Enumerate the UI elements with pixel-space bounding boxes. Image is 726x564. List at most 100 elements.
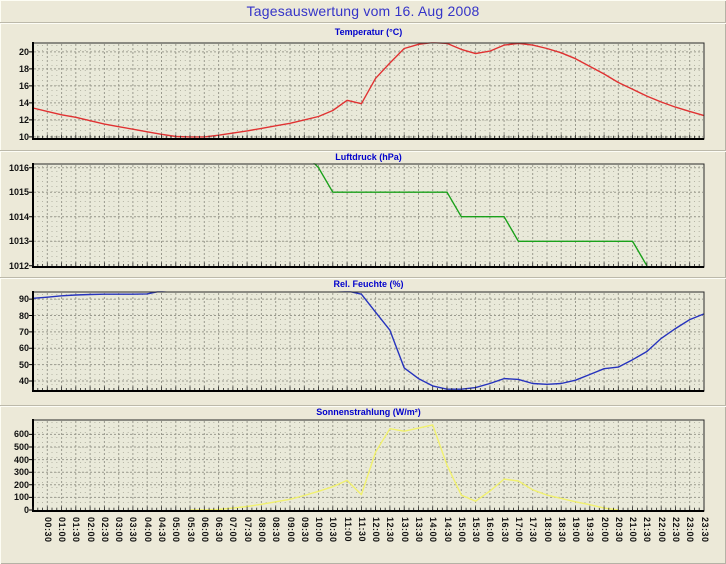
x-tick-label: 10:00 — [314, 517, 324, 543]
y-tick-marks — [29, 51, 32, 138]
major-vertical-grid — [46, 421, 691, 510]
y-tick-label: 1014 — [8, 211, 29, 222]
y-tick-marks — [29, 433, 32, 511]
x-tick-label: 23:00 — [685, 517, 696, 543]
x-tick-label: 19:00 — [571, 517, 581, 543]
x-tick-label: 09:30 — [299, 517, 310, 543]
x-tick-label: 06:30 — [214, 517, 225, 543]
x-tick-label: 04:00 — [142, 517, 153, 543]
x-tick-label: 10:30 — [328, 517, 339, 543]
y-tick-label: 500 — [13, 442, 29, 452]
plot-area-radiation — [33, 420, 704, 511]
x-tick-label: 03:30 — [128, 517, 139, 543]
x-tick-label: 14:30 — [442, 517, 453, 543]
y-tick-label: 50 — [18, 359, 29, 370]
x-tick-label: 11:00 — [342, 517, 353, 543]
x-tick-label: 03:00 — [114, 517, 125, 543]
x-tick-label: 04:30 — [157, 517, 167, 543]
y-tick-label: 12 — [18, 114, 29, 125]
y-tick-label: 600 — [13, 429, 29, 440]
x-tick-label: 08:30 — [271, 517, 282, 543]
x-tick-label: 18:00 — [542, 517, 553, 543]
x-tick-label: 19:30 — [585, 517, 596, 543]
chart-title-pressure: Luftdruck (hPa) — [335, 152, 402, 162]
x-tick-label: 13:30 — [414, 517, 424, 543]
x-tick-label: 22:30 — [670, 517, 681, 543]
radiation-line — [190, 424, 619, 511]
x-tick-label: 08:00 — [256, 517, 267, 543]
y-tick-label: 70 — [18, 326, 29, 337]
humidity-line — [32, 291, 705, 390]
divider — [0, 277, 726, 279]
x-tick-marks — [32, 134, 705, 138]
x-tick-label: 16:30 — [499, 517, 510, 543]
chart-title-radiation: Sonnenstrahlung (W/m²) — [316, 407, 421, 417]
x-tick-label: 17:30 — [528, 517, 539, 543]
y-tick-label: 60 — [18, 343, 29, 354]
chart-title-humidity: Rel. Feuchte (%) — [333, 279, 404, 289]
x-tick-label: 17:00 — [513, 517, 524, 543]
y-tick-label: 14 — [18, 97, 29, 108]
y-tick-label: 1012 — [8, 260, 29, 271]
plot-area-humidity — [33, 292, 704, 391]
x-tick-label: 15:00 — [456, 517, 467, 543]
x-tick-label: 06:00 — [199, 517, 210, 543]
page-title: Tagesauswertung vom 16. Aug 2008 — [246, 3, 480, 19]
minor-vertical-grid — [37, 45, 700, 137]
x-tick-label: 09:00 — [285, 517, 296, 543]
divider — [0, 22, 726, 24]
temperature-line — [32, 42, 705, 138]
x-tick-label: 13:00 — [399, 517, 410, 543]
x-tick-label: 21:00 — [628, 517, 639, 543]
x-tick-label: 15:30 — [471, 517, 482, 543]
x-tick-label: 12:30 — [385, 517, 396, 543]
y-tick-label: 0 — [23, 505, 29, 515]
divider — [0, 405, 726, 407]
x-tick-label: 02:00 — [85, 517, 96, 543]
x-tick-label: 01:00 — [57, 517, 68, 543]
y-tick-marks — [29, 298, 32, 382]
x-tick-label: 07:00 — [228, 517, 239, 543]
y-tick-label: 200 — [13, 479, 29, 490]
x-tick-label: 22:00 — [656, 517, 667, 543]
pressure-line — [313, 163, 648, 267]
y-tick-label: 18 — [18, 63, 29, 74]
y-tick-label: 1015 — [8, 187, 29, 198]
x-tick-label: 21:30 — [642, 517, 653, 543]
x-tick-marks — [32, 386, 705, 390]
x-tick-label: 02:30 — [99, 517, 110, 543]
y-tick-label: 40 — [18, 376, 29, 386]
x-tick-label: 23:30 — [699, 517, 710, 543]
divider — [0, 150, 726, 152]
y-tick-label: 1016 — [8, 162, 29, 173]
y-tick-label: 90 — [18, 294, 29, 305]
y-tick-label: 16 — [18, 80, 29, 91]
x-tick-label: 11:30 — [356, 517, 367, 543]
y-tick-label: 80 — [18, 310, 29, 321]
x-tick-label: 05:30 — [185, 517, 196, 543]
y-tick-label: 300 — [13, 467, 29, 478]
x-tick-label: 00:30 — [42, 517, 53, 543]
chart-title-temperature: Temperatur (°C) — [334, 27, 403, 37]
y-tick-label: 1013 — [8, 236, 29, 247]
x-tick-label: 12:00 — [371, 517, 382, 543]
y-tick-label: 10 — [18, 131, 29, 142]
x-tick-marks — [32, 506, 705, 510]
y-tick-label: 400 — [13, 454, 29, 465]
x-tick-label: 16:00 — [485, 517, 496, 543]
x-tick-label: 14:00 — [428, 517, 439, 543]
major-vertical-grid — [46, 293, 691, 390]
x-tick-label: 01:30 — [71, 517, 82, 543]
x-tick-label: 05:00 — [171, 517, 182, 543]
y-tick-marks — [29, 167, 32, 267]
x-tick-label: 18:30 — [556, 517, 567, 543]
x-tick-label: 20:00 — [599, 517, 610, 543]
x-tick-marks — [32, 262, 705, 266]
y-tick-label: 100 — [13, 492, 29, 503]
y-tick-label: 20 — [18, 46, 29, 57]
x-tick-label: 07:30 — [242, 517, 253, 543]
x-tick-label: 20:30 — [613, 517, 624, 543]
plot-area-pressure — [33, 164, 704, 267]
